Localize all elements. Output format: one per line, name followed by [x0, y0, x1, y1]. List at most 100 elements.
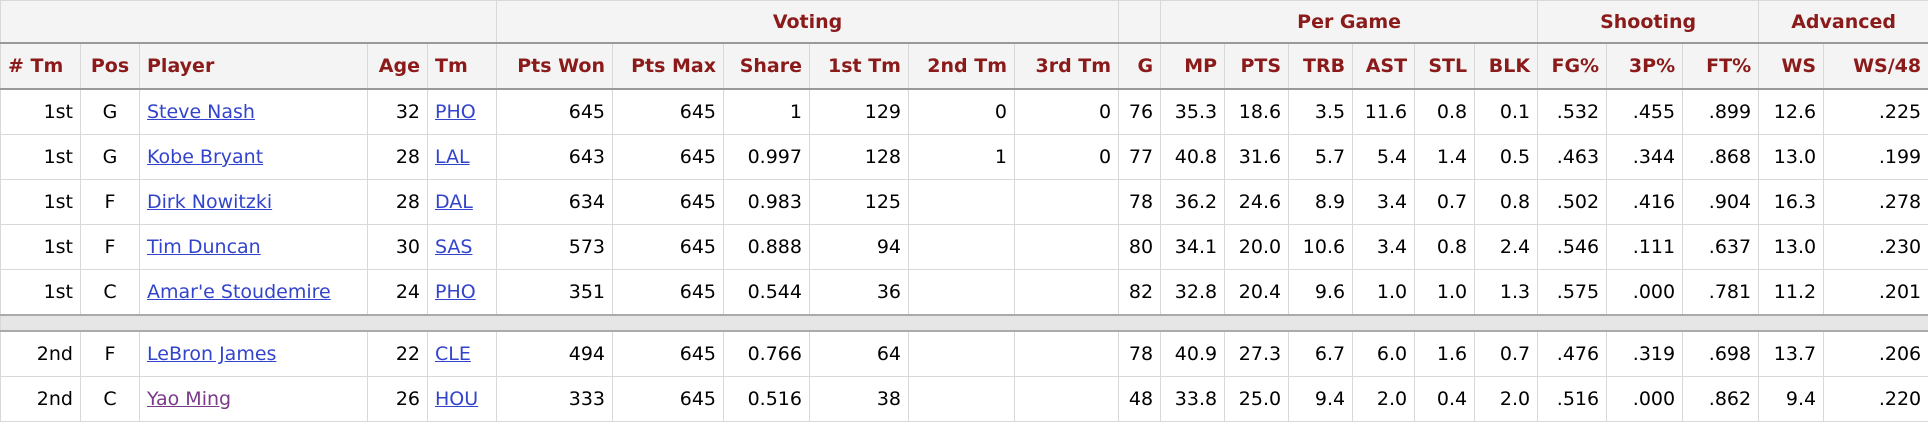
group-header-row: Voting Per Game Shooting Advanced	[0, 0, 1928, 44]
player-link[interactable]: LeBron James	[147, 343, 277, 365]
group-header: Per Game	[1160, 0, 1539, 44]
cell: 1st	[0, 88, 81, 135]
cell: 20.0	[1224, 224, 1290, 270]
cell: 0.888	[723, 224, 810, 270]
cell: 129	[809, 88, 909, 135]
column-header-row: # Tm Pos Player Age Tm Pts Won Pts Max Share 1st…	[0, 42, 1928, 90]
cell: .230	[1823, 224, 1928, 270]
separator-row	[0, 314, 1928, 332]
cell: 125	[809, 179, 909, 225]
cell: 128	[809, 134, 909, 180]
cell: 40.9	[1160, 330, 1226, 377]
cell: .278	[1823, 179, 1928, 225]
separator	[0, 314, 1928, 332]
table-head: Voting Per Game Shooting Advanced # Tm Pos Pl…	[0, 0, 1928, 90]
cell: G	[80, 88, 140, 135]
cell: .868	[1682, 134, 1760, 180]
cell: .575	[1537, 269, 1608, 316]
cell: PHO	[427, 269, 497, 316]
cell: 12.6	[1758, 88, 1825, 135]
column-header: Pts Max	[612, 42, 724, 90]
cell: 9.4	[1758, 376, 1825, 422]
cell: Dirk Nowitzki	[139, 179, 368, 225]
cell: F	[80, 179, 140, 225]
column-header: AST	[1352, 42, 1416, 90]
cell: .199	[1823, 134, 1928, 180]
column-header: TRB	[1288, 42, 1354, 90]
cell	[908, 330, 1015, 377]
team-link[interactable]: LAL	[435, 146, 470, 168]
cell: 1.4	[1414, 134, 1476, 180]
team-link[interactable]: PHO	[435, 281, 476, 303]
blank-group	[1118, 0, 1162, 44]
player-row: 1st G Steve Nash 32 PHO 645 645 1 129 0 0 76 35.3 18.…	[0, 88, 1928, 135]
cell: .781	[1682, 269, 1760, 316]
cell: 3.4	[1352, 179, 1416, 225]
cell: .344	[1606, 134, 1684, 180]
cell: 0.7	[1414, 179, 1476, 225]
cell: 0	[908, 88, 1015, 135]
cell: 27.3	[1224, 330, 1290, 377]
cell: 0.8	[1414, 224, 1476, 270]
cell: Tim Duncan	[139, 224, 368, 270]
cell: 3.4	[1352, 224, 1416, 270]
cell: .516	[1537, 376, 1608, 422]
cell: 645	[612, 224, 724, 270]
cell: 5.7	[1288, 134, 1354, 180]
column-header: Age	[367, 42, 428, 90]
cell: 26	[367, 376, 428, 422]
cell: 1.3	[1474, 269, 1539, 316]
cell: 0	[1013, 88, 1120, 135]
column-header: PTS	[1224, 42, 1290, 90]
team-link[interactable]: DAL	[435, 191, 473, 213]
cell: 32.8	[1160, 269, 1226, 316]
cell: 1st	[0, 179, 81, 225]
cell: .000	[1606, 376, 1684, 422]
cell: .502	[1537, 179, 1608, 225]
cell: CLE	[427, 330, 497, 377]
team-link[interactable]: CLE	[435, 343, 471, 365]
cell: 645	[612, 134, 724, 180]
cell: 16.3	[1758, 179, 1825, 225]
cell: 18.6	[1224, 88, 1290, 135]
cell: 78	[1118, 179, 1162, 225]
cell: 2.0	[1352, 376, 1416, 422]
player-link[interactable]: Steve Nash	[147, 101, 255, 123]
cell: .463	[1537, 134, 1608, 180]
player-link[interactable]: Kobe Bryant	[147, 146, 264, 168]
player-row: 2nd F LeBron James 22 CLE 494 645 0.766 64 78 40.9…	[0, 330, 1928, 377]
cell: 64	[809, 330, 909, 377]
cell: 11.2	[1758, 269, 1825, 316]
cell: 351	[496, 269, 613, 316]
column-header: 2nd Tm	[908, 42, 1015, 90]
cell: 38	[809, 376, 909, 422]
cell: 13.0	[1758, 134, 1825, 180]
cell: 2nd	[0, 330, 81, 377]
cell: 36.2	[1160, 179, 1226, 225]
player-link[interactable]: Dirk Nowitzki	[147, 191, 273, 213]
cell: 13.0	[1758, 224, 1825, 270]
cell: 634	[496, 179, 613, 225]
player-row: 1st F Dirk Nowitzki 28 DAL 634 645 0.983 125 78 36…	[0, 179, 1928, 225]
player-row: 1st G Kobe Bryant 28 LAL 643 645 0.997 128 1 0 77 40…	[0, 134, 1928, 180]
player-link[interactable]: Tim Duncan	[147, 236, 261, 258]
player-link[interactable]: Amar'e Stoudemire	[147, 281, 331, 303]
cell: 11.6	[1352, 88, 1416, 135]
group-header: Advanced	[1758, 0, 1928, 44]
cell: 643	[496, 134, 613, 180]
cell: 645	[612, 179, 724, 225]
cell: 0.544	[723, 269, 810, 316]
team-link[interactable]: HOU	[435, 388, 479, 410]
cell	[1013, 179, 1120, 225]
cell: .862	[1682, 376, 1760, 422]
cell: Steve Nash	[139, 88, 368, 135]
cell: Yao Ming	[139, 376, 368, 422]
team-link[interactable]: PHO	[435, 101, 476, 123]
cell: .111	[1606, 224, 1684, 270]
cell: .201	[1823, 269, 1928, 316]
cell: 35.3	[1160, 88, 1226, 135]
cell: 1.0	[1414, 269, 1476, 316]
player-link[interactable]: Yao Ming	[147, 388, 232, 410]
cell: 36	[809, 269, 909, 316]
team-link[interactable]: SAS	[435, 236, 473, 258]
